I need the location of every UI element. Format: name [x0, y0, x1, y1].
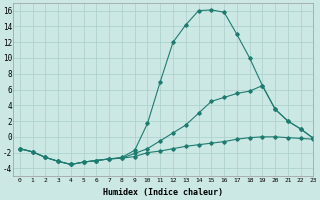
X-axis label: Humidex (Indice chaleur): Humidex (Indice chaleur): [103, 188, 223, 197]
